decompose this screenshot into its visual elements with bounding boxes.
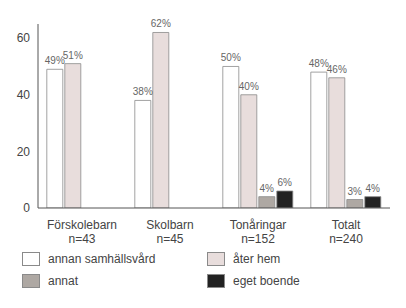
svg-text:6%: 6% [278,177,293,188]
svg-text:4%: 4% [260,183,275,194]
svg-text:60: 60 [17,31,31,45]
html-text:eget boende: eget boende [233,274,300,288]
svg-text:48%: 48% [308,58,329,70]
svg-text:62%: 62% [151,18,171,29]
svg-text:40: 40 [17,88,31,102]
svg-text:Förskolebarnn=43: Förskolebarnn=43 [47,218,117,246]
svg-text:Skolbarnn=45: Skolbarnn=45 [146,218,193,246]
html-text:åter hem: åter hem [233,252,281,266]
html-text:annan samhällsvård: annan samhällsvård [48,252,156,266]
svg-text:49%: 49% [44,55,65,67]
svg-text:40%: 40% [239,81,259,92]
svg-text:51%: 51% [63,50,83,61]
svg-text:3%: 3% [348,186,363,197]
svg-text:20: 20 [17,145,31,159]
svg-text:50%: 50% [221,52,241,63]
html-text:annat: annat [48,274,78,288]
svg-text:46%: 46% [327,64,347,75]
svg-text:4%: 4% [366,183,381,194]
svg-text:38%: 38% [133,86,153,97]
svg-text:Tonåringarn=152: Tonåringarn=152 [230,218,287,246]
svg-text:Totaltn=240: Totaltn=240 [329,218,363,246]
svg-text:0: 0 [23,201,30,215]
